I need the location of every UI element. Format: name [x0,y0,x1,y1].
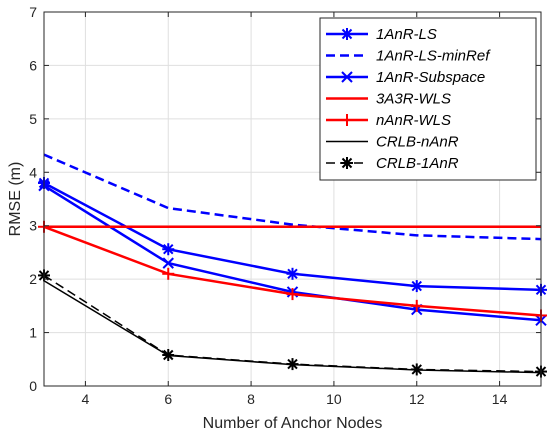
legend-label: 3A3R-WLS [376,91,451,108]
data-point-marker [286,267,299,280]
data-point-marker [162,349,175,362]
x-tick-label: 8 [247,391,255,407]
data-point-marker [286,358,299,371]
data-point-marker [410,280,423,293]
y-axis-label: RMSE (m) [7,162,24,237]
legend-label: 1AnR-Subspace [376,69,485,86]
y-tick-label: 1 [29,325,37,341]
series-line-1anr-ls-minref [43,153,542,241]
y-tick-label: 4 [29,164,37,180]
legend-label: CRLB-nAnR [376,134,459,151]
data-point-marker [341,114,353,126]
x-axis-label: Number of Anchor Nodes [203,415,383,432]
data-point-marker [341,157,353,169]
y-tick-label: 7 [29,4,37,20]
data-point-marker [410,299,423,312]
x-tick-label: 4 [82,391,90,407]
data-point-marker [162,243,175,256]
data-point-marker [162,267,175,280]
y-tick-label: 5 [29,111,37,127]
x-tick-label: 14 [492,391,508,407]
legend-label: 1AnR-LS [376,26,437,43]
y-tick-label: 3 [29,218,37,234]
data-point-marker [286,288,299,301]
y-tick-label: 6 [29,57,37,73]
legend-label: CRLB-1AnR [376,155,459,172]
x-tick-label: 6 [164,391,172,407]
x-tick-label: 10 [326,391,342,407]
data-point-marker [162,257,174,269]
legend: 1AnR-LS 1AnR-LS-minRef 1AnR-Subspace 3A3R-W… [319,17,537,181]
y-tick-label: 2 [29,271,37,287]
x-tick-label: 12 [409,391,425,407]
data-point-marker [341,28,353,40]
plot-frame [43,11,542,387]
data-point-marker [341,71,353,83]
legend-label: 1AnR-LS-minRef [376,48,491,65]
data-point-marker [410,363,423,376]
legend-label: nAnR-WLS [376,112,451,129]
y-tick-label: 0 [29,378,37,394]
